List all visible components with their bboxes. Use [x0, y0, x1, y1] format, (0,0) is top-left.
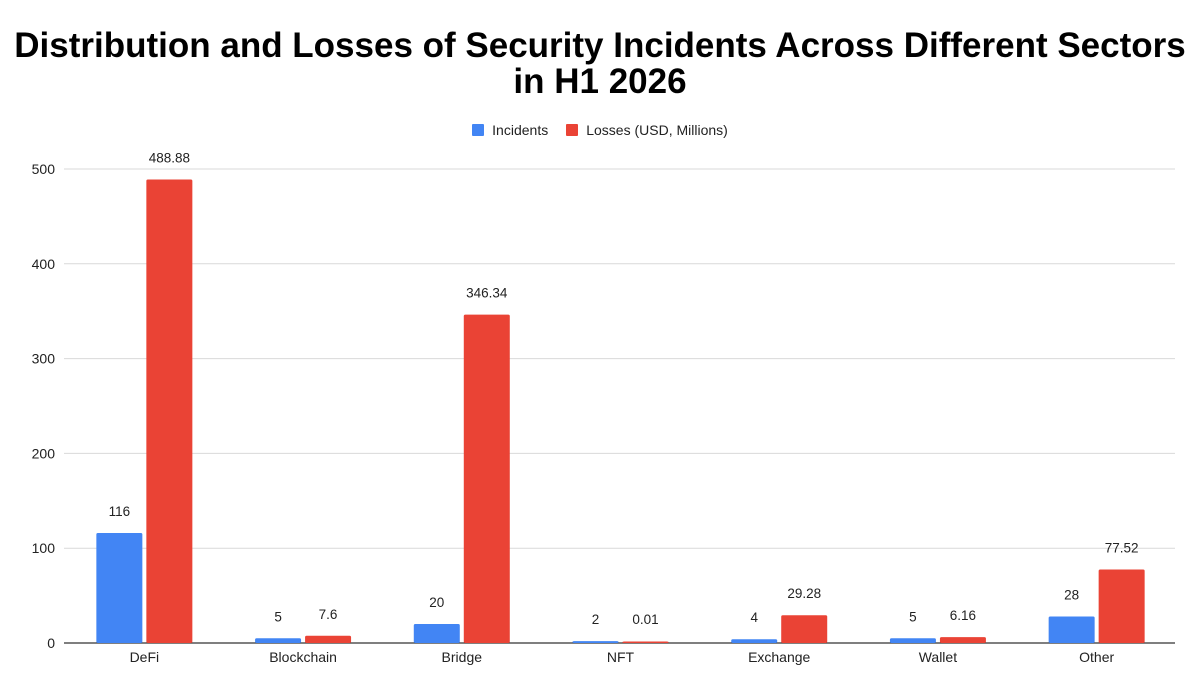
y-tick-label: 500: [32, 161, 56, 177]
legend-item-losses: Losses (USD, Millions): [566, 122, 728, 138]
legend-item-incidents: Incidents: [472, 122, 548, 138]
y-tick-label: 200: [32, 445, 56, 461]
x-tick-label: DeFi: [130, 649, 160, 665]
data-label: 346.34: [466, 286, 508, 301]
bar-losses: [939, 637, 986, 643]
x-tick-label: Bridge: [442, 649, 483, 665]
x-tick-label: Other: [1079, 649, 1114, 665]
data-label: 5: [909, 609, 917, 624]
legend: Incidents Losses (USD, Millions): [0, 122, 1200, 138]
bar-incidents: [96, 533, 143, 643]
bar-losses: [622, 641, 669, 643]
bar-incidents: [889, 638, 936, 643]
bar-losses: [463, 314, 510, 643]
bar-incidents: [1048, 616, 1095, 643]
data-label: 28: [1064, 587, 1079, 602]
chart-title: Distribution and Losses of Security Inci…: [14, 26, 1186, 101]
bar-losses: [146, 179, 193, 644]
bar-incidents: [413, 624, 460, 643]
data-label: 488.88: [149, 151, 190, 166]
legend-swatch-losses: [566, 124, 579, 136]
y-tick-label: 300: [32, 351, 56, 367]
data-label: 6.16: [950, 608, 976, 623]
x-tick-label: Wallet: [919, 649, 957, 665]
data-label: 4: [750, 610, 758, 625]
bar-incidents: [572, 641, 619, 643]
data-label: 0.01: [632, 612, 658, 627]
y-tick-label: 0: [47, 635, 55, 651]
bar-losses: [305, 635, 352, 643]
x-tick-label: Blockchain: [269, 649, 337, 665]
legend-label-incidents: Incidents: [492, 122, 549, 138]
bar-losses: [781, 615, 828, 643]
data-label: 29.28: [787, 586, 821, 601]
y-tick-label: 400: [32, 256, 56, 272]
data-label: 20: [429, 595, 444, 610]
bar-losses: [1098, 569, 1145, 643]
data-label: 7.6: [319, 607, 338, 622]
data-label: 116: [109, 504, 131, 519]
data-label: 2: [592, 612, 600, 627]
data-label: 5: [274, 609, 282, 624]
legend-label-losses: Losses (USD, Millions): [586, 122, 728, 138]
x-tick-label: Exchange: [748, 649, 810, 665]
data-label: 77.52: [1105, 541, 1139, 556]
bar-incidents: [731, 639, 778, 643]
legend-swatch-incidents: [472, 124, 485, 136]
bar-incidents: [255, 638, 302, 643]
x-tick-label: NFT: [607, 649, 635, 665]
y-tick-label: 100: [32, 540, 56, 556]
